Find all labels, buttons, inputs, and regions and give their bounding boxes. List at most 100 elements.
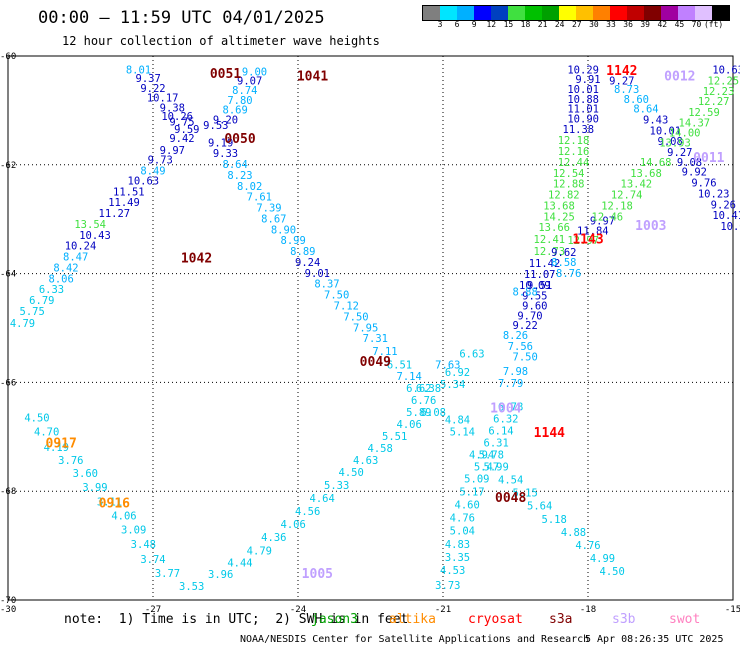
- swh-value: 12.46: [592, 211, 624, 223]
- swh-value: 5.14: [450, 427, 475, 439]
- y-tick-label: -68: [0, 487, 16, 497]
- swh-value: 14.37: [679, 118, 711, 130]
- swh-value: 4.56: [295, 506, 320, 518]
- satellite-legend-item: cryosat: [468, 612, 523, 627]
- swh-value: 5.18: [542, 514, 567, 526]
- swh-value: 4.88: [561, 527, 586, 539]
- swh-value: 8.26: [503, 330, 528, 342]
- swh-value: 10.41: [712, 210, 740, 222]
- x-tick-label: -21: [435, 605, 451, 615]
- swh-value: 4.76: [450, 513, 475, 525]
- swh-value: 14.00: [669, 128, 701, 140]
- swh-value: 3.53: [179, 581, 204, 593]
- swh-value: 8.67: [261, 213, 286, 225]
- swh-value: 8.02: [237, 181, 262, 193]
- color-scale-label: 12: [486, 20, 497, 29]
- swh-value: 5.04: [450, 526, 475, 538]
- color-swatch: [610, 6, 627, 20]
- swh-value: 5.64: [527, 501, 552, 513]
- color-scale-label: 21: [537, 20, 548, 29]
- swh-value: 12.54: [553, 168, 585, 180]
- swh-value: 12.18: [558, 135, 590, 147]
- swh-value: 3.11: [97, 496, 122, 508]
- color-scale-label: 36: [623, 20, 633, 29]
- swh-value: 11.49: [108, 197, 140, 209]
- swh-value: 9.24: [295, 257, 320, 269]
- swh-value: 8.76: [556, 268, 581, 280]
- swh-value: 11.38: [563, 124, 595, 136]
- swh-value: 6.32: [493, 414, 518, 426]
- swh-value: 4.94: [469, 450, 494, 462]
- swh-value: 3.35: [445, 552, 470, 564]
- swh-value: 7.56: [508, 341, 533, 353]
- swh-value: 10.90: [567, 113, 599, 125]
- swh-value: 3.60: [73, 468, 98, 480]
- color-scale-label: 9: [471, 20, 477, 29]
- pass-time-label: 0048: [495, 491, 526, 506]
- swh-value: 9.55: [522, 291, 547, 303]
- swh-value: 5.34: [440, 379, 465, 391]
- swh-value: 14.25: [543, 211, 575, 223]
- swh-value: 13.68: [543, 200, 575, 212]
- swh-value: 11.07: [524, 269, 556, 281]
- color-swatch: [712, 6, 729, 20]
- swh-value: 6.63: [459, 348, 484, 360]
- swh-value: 7.50: [324, 290, 349, 302]
- swh-value: 13.66: [538, 222, 570, 234]
- credit-line: NOAA/NESDIS Center for Satellite Applica…: [240, 634, 590, 645]
- swh-value: 6.78: [498, 402, 523, 414]
- swh-value: 12.25: [708, 75, 740, 87]
- color-swatch: [644, 6, 661, 20]
- swh-value: 10.09: [519, 280, 551, 292]
- swh-value: 7.50: [343, 311, 368, 323]
- pass-time-label: 1004: [490, 401, 521, 416]
- swh-value: 8.64: [633, 104, 658, 116]
- swh-value: 9.76: [691, 178, 716, 190]
- swh-value: 9.37: [136, 73, 161, 85]
- color-swatch: [525, 6, 542, 20]
- swh-value: 12.74: [611, 190, 643, 202]
- swh-value: 8.47: [63, 252, 88, 264]
- swh-value: 10.01: [650, 125, 682, 137]
- swh-value: 7.79: [498, 378, 523, 390]
- y-tick-label: -70: [0, 596, 16, 606]
- swh-value: 9.43: [643, 114, 668, 126]
- swh-value: 7.98: [503, 366, 528, 378]
- swh-value: 10.29: [567, 64, 599, 76]
- pass-time-label: 0917: [46, 437, 77, 452]
- swh-value: 4.36: [261, 532, 286, 544]
- swh-value: 13.68: [630, 168, 662, 180]
- chart-grid: [7, 55, 734, 601]
- generated-timestamp: 5 Apr 08:26:35 UTC 2025: [585, 634, 724, 645]
- corner-tick-label: -30: [0, 605, 16, 615]
- color-swatch: [423, 6, 440, 20]
- color-scale-label: 18: [520, 20, 531, 29]
- satellite-legend-item: s3a: [549, 612, 573, 627]
- swh-value: 12.41: [534, 234, 566, 246]
- swh-value: 8.23: [227, 170, 252, 182]
- swh-value: 4.06: [397, 419, 422, 431]
- color-scale-label: 24: [554, 20, 565, 29]
- swh-value: 5.89: [406, 407, 431, 419]
- swh-value: 6.51: [387, 359, 412, 371]
- swh-value: 5.75: [20, 306, 45, 318]
- swh-value: 12.16: [558, 146, 590, 158]
- swh-value: 4.60: [455, 500, 480, 512]
- swh-value: 5.99: [484, 462, 509, 474]
- swh-value: 9.60: [522, 301, 547, 313]
- swh-value: 11.27: [99, 208, 131, 220]
- color-swatch: [440, 6, 457, 20]
- swh-value: 7.50: [513, 352, 538, 364]
- swh-value: 9.00: [242, 67, 267, 79]
- swh-value: 8.90: [271, 224, 296, 236]
- swh-value: 9.53: [203, 120, 228, 132]
- swh-value: 5.51: [382, 431, 407, 443]
- pass-time-label: 0011: [693, 151, 724, 166]
- swh-value: 7.61: [247, 192, 272, 204]
- swh-value: 3.76: [58, 455, 83, 467]
- chart-title: 00:00 – 11:59 UTC 04/01/2025: [38, 8, 325, 28]
- color-scale-label: 3: [437, 20, 443, 29]
- swh-value: 6.62: [406, 383, 431, 395]
- swh-value: 7.95: [353, 322, 378, 334]
- swh-value: 4.63: [353, 455, 378, 467]
